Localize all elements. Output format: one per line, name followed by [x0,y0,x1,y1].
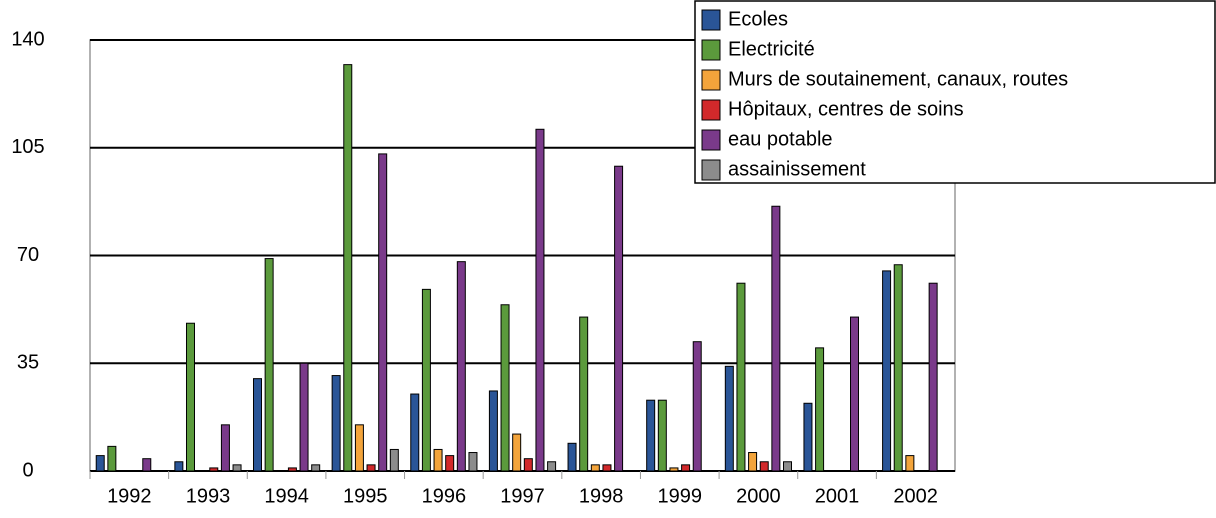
bar [209,467,219,472]
bar [488,390,498,472]
bar [669,467,679,472]
bar [590,464,600,472]
bar [433,448,443,472]
bar [142,458,152,472]
bar [928,282,938,472]
x-tick-label: 1993 [186,485,231,507]
bar [602,464,612,472]
legend-label: Murs de soutainement, canaux, routes [728,68,1068,90]
legend-swatch [701,9,721,31]
y-tick-label: 0 [22,459,33,481]
bar [783,461,793,472]
bar [299,362,309,472]
bar [220,424,230,472]
y-tick-label: 35 [17,352,39,374]
bar [174,461,184,472]
x-tick-label: 1997 [500,485,545,507]
bar [657,399,667,472]
bar [264,258,274,472]
bar [512,433,522,472]
bar [354,424,364,472]
bar [468,452,478,472]
bar [445,455,455,472]
legend-label: Ecoles [728,8,788,30]
x-tick-label: 1996 [422,485,467,507]
x-tick-label: 1994 [264,485,309,507]
bar [567,442,577,472]
x-tick-label: 2002 [893,485,938,507]
bar [252,378,262,472]
legend-label: Hôpitaux, centres de soins [728,98,964,120]
bar [736,282,746,472]
bar [815,347,825,472]
x-tick-label: 1995 [343,485,388,507]
bar [287,467,297,472]
bar [905,455,915,472]
bar [500,304,510,472]
bar [882,270,892,472]
bar [107,445,117,472]
bar [893,264,903,472]
bar [579,316,589,472]
legend-swatch [701,39,721,61]
bar [311,464,321,472]
x-tick-label: 2001 [815,485,860,507]
bar [366,464,376,472]
legend-swatch [701,69,721,91]
legend-swatch [701,129,721,151]
legend-box [694,0,1216,184]
bar [410,393,420,472]
bar [378,153,388,472]
bar [331,375,341,472]
legend-label: Electricité [728,38,815,60]
x-tick-label: 1992 [107,485,152,507]
legend-swatch [701,99,721,121]
x-tick-label: 1998 [579,485,624,507]
bar [771,205,781,472]
bar [523,458,533,472]
bar [803,402,813,472]
y-tick-label: 140 [11,28,44,50]
bar [759,461,769,472]
bar [681,464,691,472]
bar [421,288,431,472]
bar [748,452,758,472]
bar [343,64,353,472]
bar [547,461,557,472]
bar [232,464,242,472]
bar [724,365,734,472]
y-tick-label: 70 [17,244,39,266]
y-tick-label: 105 [11,136,44,158]
x-tick-label: 1999 [658,485,703,507]
bar [646,399,656,472]
bar [95,455,105,472]
legend-label: assainissement [728,158,866,180]
bar [389,448,399,472]
bar [535,128,545,472]
bar [456,261,466,472]
legend-swatch [701,159,721,181]
bar [614,165,624,472]
bar [850,316,860,472]
bar [692,341,702,472]
x-tick-label: 2000 [736,485,781,507]
legend-label: eau potable [728,128,833,150]
bar [185,322,195,472]
